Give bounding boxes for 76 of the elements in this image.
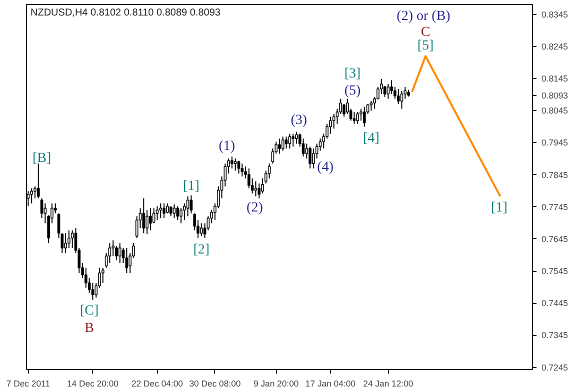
candlestick xyxy=(240,163,244,177)
candlestick xyxy=(30,188,34,204)
candlestick xyxy=(162,202,166,219)
candlestick xyxy=(166,202,169,214)
candlestick xyxy=(118,242,122,264)
y-tick-label: 0.7645 xyxy=(542,234,568,244)
candlestick xyxy=(91,282,94,300)
y-tick-label: 0.7945 xyxy=(542,138,568,148)
x-tick-label: 30 Dec 08:00 xyxy=(189,378,241,388)
annotation: (2) or (B) xyxy=(396,8,451,24)
candlestick xyxy=(295,131,298,144)
candlestick xyxy=(278,138,281,154)
candlestick xyxy=(308,146,312,169)
candlestick xyxy=(230,156,234,169)
annotation: [1] xyxy=(183,178,200,194)
candlestick xyxy=(288,133,292,150)
candlestick xyxy=(108,242,112,264)
y-tick-label: 0.8245 xyxy=(542,42,568,52)
y-tick-label: 0.7745 xyxy=(542,202,568,212)
candlestick xyxy=(342,103,346,118)
annotation: (1) xyxy=(218,139,236,154)
candlestick xyxy=(146,210,148,235)
candlestick xyxy=(159,202,162,219)
y-tick-label: 0.7345 xyxy=(542,330,568,340)
candlestick xyxy=(237,160,240,174)
candlestick xyxy=(284,136,288,150)
candlestick xyxy=(156,206,159,221)
annotation: [1] xyxy=(491,200,508,216)
candlestick xyxy=(234,158,237,172)
candlestick xyxy=(180,208,182,224)
chart-title: NZDUSD,H4 0.8102 0.8110 0.8089 0.8093 xyxy=(30,8,221,18)
candlestick xyxy=(176,206,180,221)
annotation: [2] xyxy=(193,242,210,258)
annotation: (3) xyxy=(290,113,308,128)
candlestick xyxy=(360,108,362,122)
candlestick xyxy=(64,232,67,254)
candlestick xyxy=(400,90,404,110)
candlestick xyxy=(396,88,400,104)
y-tick-label: 0.7845 xyxy=(542,170,568,180)
candlestick xyxy=(329,116,332,134)
annotation: (4) xyxy=(317,160,334,175)
candlestick xyxy=(142,198,146,234)
x-tick-label: 14 Dec 20:00 xyxy=(66,378,119,388)
annotation: [5] xyxy=(417,38,434,54)
y-tick-label: 0.7545 xyxy=(542,266,568,276)
candlestick xyxy=(281,136,284,152)
y-tick-label: 0.8045 xyxy=(542,106,568,116)
candlestick xyxy=(370,100,373,112)
annotation: [3] xyxy=(344,66,361,82)
candlestick xyxy=(362,106,366,128)
annotation: B xyxy=(84,320,94,336)
x-tick-label: 24 Jan 12:00 xyxy=(363,378,414,388)
x-tick-label: 17 Jan 04:00 xyxy=(305,378,356,388)
candlestick xyxy=(36,163,40,199)
candlestick xyxy=(149,208,152,231)
y-tick-label: 0.8345 xyxy=(542,9,568,20)
y-tick-label: 0.7245 xyxy=(542,362,568,372)
x-tick-label: 22 Dec 04:00 xyxy=(132,378,184,388)
annotation: (5) xyxy=(344,83,362,98)
x-tick-label: 7 Dec 2011 xyxy=(6,378,50,388)
candlestick xyxy=(386,84,390,100)
candlestick xyxy=(200,222,203,237)
x-tick-label: 9 Jan 20:00 xyxy=(253,378,299,388)
candlestick xyxy=(356,111,360,124)
y-tick-label: 0.8145 xyxy=(542,74,568,84)
y-tick-label: 0.8093 xyxy=(542,90,568,100)
y-tick-label: 0.7445 xyxy=(542,298,568,308)
annotation: C xyxy=(420,24,430,40)
annotation: [C] xyxy=(80,303,99,318)
candlestick xyxy=(70,230,74,248)
candlestick xyxy=(258,182,261,199)
annotation: [B] xyxy=(32,150,52,166)
candlestick xyxy=(101,267,104,284)
annotation: (2) xyxy=(246,200,264,216)
annotation: [4] xyxy=(363,131,380,146)
candlestick xyxy=(292,133,295,148)
